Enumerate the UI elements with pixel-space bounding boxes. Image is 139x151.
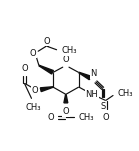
Text: NH: NH [85,90,98,99]
Text: CH₃: CH₃ [79,113,94,122]
Text: O: O [43,37,50,46]
Polygon shape [64,95,68,103]
Text: CH₃: CH₃ [25,103,41,112]
Text: O: O [32,86,38,95]
Text: CH₃: CH₃ [61,47,76,55]
Text: O: O [30,49,36,58]
Polygon shape [40,87,53,92]
Text: CH₃: CH₃ [117,89,132,98]
Text: O: O [102,113,109,122]
Text: O: O [63,108,69,116]
Text: O: O [21,64,28,73]
Text: S: S [100,102,106,111]
Polygon shape [39,65,53,74]
Text: O: O [47,113,54,122]
Text: O: O [63,55,69,64]
Text: N: N [90,69,96,78]
Polygon shape [79,72,91,80]
